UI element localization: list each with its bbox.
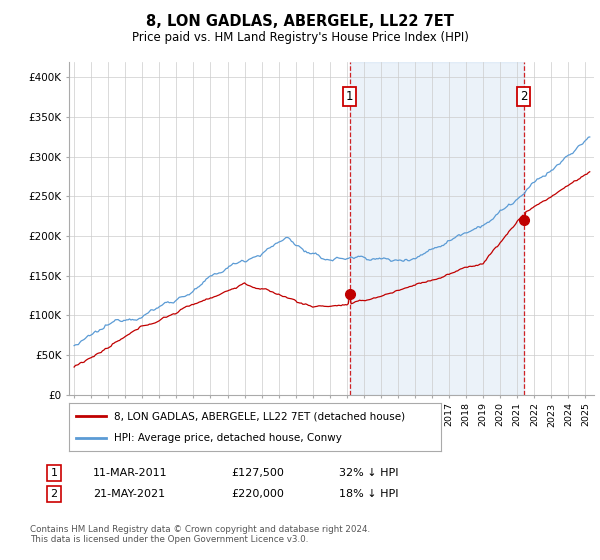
Text: 21-MAY-2021: 21-MAY-2021 [93, 489, 165, 499]
Text: 1: 1 [346, 90, 353, 103]
Text: 18% ↓ HPI: 18% ↓ HPI [339, 489, 398, 499]
Bar [350, 62, 524, 395]
Text: £127,500: £127,500 [231, 468, 284, 478]
Text: 8, LON GADLAS, ABERGELE, LL22 7ET: 8, LON GADLAS, ABERGELE, LL22 7ET [146, 14, 454, 29]
Text: 8, LON GADLAS, ABERGELE, LL22 7ET (detached house): 8, LON GADLAS, ABERGELE, LL22 7ET (detac… [113, 411, 405, 421]
Text: 1: 1 [50, 468, 58, 478]
Text: Contains HM Land Registry data © Crown copyright and database right 2024.
This d: Contains HM Land Registry data © Crown c… [30, 525, 370, 544]
Text: 2: 2 [520, 90, 527, 103]
Text: 11-MAR-2011: 11-MAR-2011 [93, 468, 167, 478]
Text: Price paid vs. HM Land Registry's House Price Index (HPI): Price paid vs. HM Land Registry's House … [131, 31, 469, 44]
Text: 2: 2 [50, 489, 58, 499]
Text: £220,000: £220,000 [231, 489, 284, 499]
Text: HPI: Average price, detached house, Conwy: HPI: Average price, detached house, Conw… [113, 433, 341, 443]
Text: 32% ↓ HPI: 32% ↓ HPI [339, 468, 398, 478]
